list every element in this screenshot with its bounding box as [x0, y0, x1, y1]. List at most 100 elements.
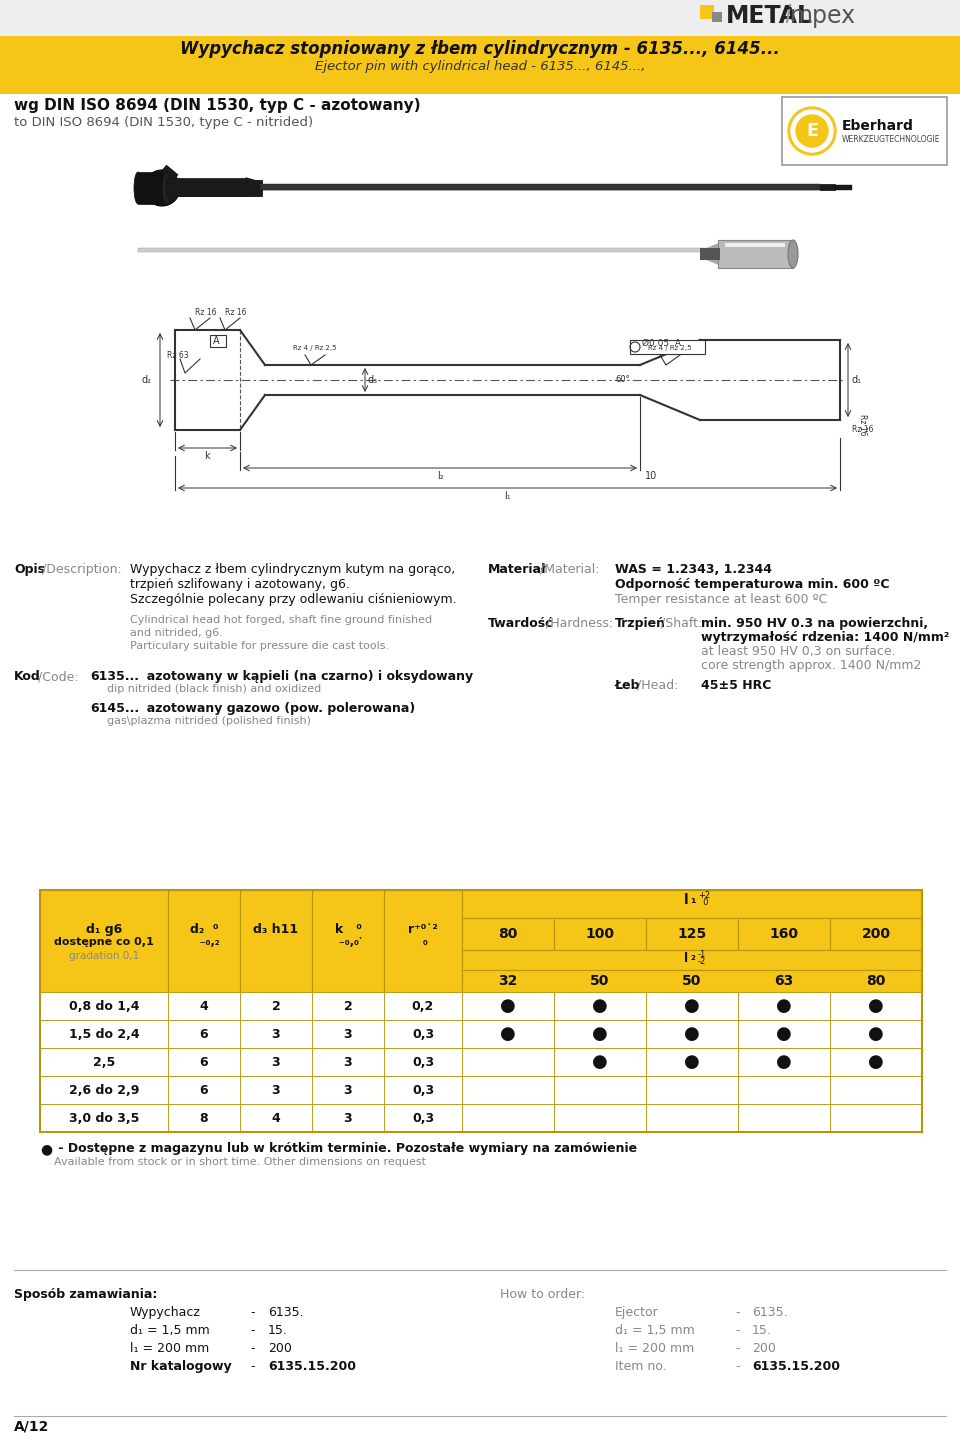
- Bar: [646, 917, 738, 951]
- Text: gas\plazma nitrided (polished finish): gas\plazma nitrided (polished finish): [107, 716, 311, 726]
- Text: trzpień szlifowany i azotowany, g6.: trzpień szlifowany i azotowany, g6.: [130, 578, 349, 591]
- Text: -1: -1: [698, 951, 707, 959]
- Circle shape: [788, 106, 836, 155]
- Text: /Hardness:: /Hardness:: [546, 617, 613, 630]
- Bar: [462, 1104, 554, 1132]
- Text: to DIN ISO 8694 (DIN 1530, type C - nitrided): to DIN ISO 8694 (DIN 1530, type C - nitr…: [14, 116, 313, 129]
- Text: -: -: [250, 1360, 254, 1373]
- Text: ●: ●: [40, 1142, 52, 1156]
- Text: 3: 3: [272, 1028, 280, 1041]
- Bar: [630, 339, 705, 354]
- Bar: [738, 1048, 830, 1076]
- Bar: [830, 1104, 922, 1132]
- Text: 0,2: 0,2: [412, 999, 434, 1012]
- Text: 80: 80: [866, 974, 886, 988]
- Bar: [738, 992, 830, 1020]
- Text: and nitrided, g6.: and nitrided, g6.: [130, 628, 223, 638]
- Ellipse shape: [162, 173, 170, 204]
- Text: d₂: d₂: [142, 375, 152, 385]
- Bar: [462, 992, 554, 1020]
- Text: /Code:: /Code:: [38, 670, 79, 683]
- Text: Eberhard: Eberhard: [842, 119, 914, 132]
- Text: -: -: [250, 1342, 254, 1355]
- Text: 200: 200: [268, 1342, 292, 1355]
- Text: 50: 50: [590, 974, 610, 988]
- Text: WAS = 1.2343, 1.2344: WAS = 1.2343, 1.2344: [615, 564, 772, 577]
- Bar: [738, 1104, 830, 1132]
- Bar: [462, 1020, 554, 1048]
- Text: 10: 10: [645, 472, 658, 480]
- Bar: [0, 0, 960, 36]
- Text: /Material:: /Material:: [540, 564, 599, 577]
- Bar: [0, 93, 960, 174]
- Bar: [168, 1104, 240, 1132]
- Text: azotowany w kąpieli (na czarno) i oksydowany: azotowany w kąpieli (na czarno) i oksydo…: [138, 670, 473, 683]
- Text: /Head:: /Head:: [637, 679, 679, 692]
- Text: min. 950 HV 0.3 na powierzchni,: min. 950 HV 0.3 na powierzchni,: [701, 617, 928, 630]
- Text: Trzpień: Trzpień: [615, 617, 666, 630]
- Text: ●: ●: [868, 997, 884, 1015]
- Text: 6135.: 6135.: [268, 1306, 303, 1319]
- Text: Materiał: Materiał: [488, 564, 547, 577]
- Bar: [168, 992, 240, 1020]
- Bar: [312, 1076, 384, 1104]
- Text: 32: 32: [498, 974, 517, 988]
- Bar: [646, 1048, 738, 1076]
- Text: Particulary suitable for pressure die cast tools.: Particulary suitable for pressure die ca…: [130, 641, 389, 651]
- Text: ₁: ₁: [690, 893, 695, 906]
- Text: 6135.15.200: 6135.15.200: [752, 1360, 840, 1373]
- Bar: [168, 1020, 240, 1048]
- Text: -2: -2: [698, 958, 707, 966]
- Text: gradation 0,1: gradation 0,1: [69, 951, 139, 961]
- Bar: [138, 173, 166, 204]
- Text: 0,3: 0,3: [412, 1083, 434, 1097]
- Text: 2: 2: [272, 999, 280, 1012]
- Text: 200: 200: [752, 1342, 776, 1355]
- Text: WERKZEUGTECHNOLOGIE: WERKZEUGTECHNOLOGIE: [842, 135, 941, 144]
- Text: d₂  ⁰: d₂ ⁰: [190, 923, 218, 936]
- Text: 6: 6: [200, 1028, 208, 1041]
- Text: -: -: [735, 1324, 739, 1337]
- Text: d₃: d₃: [368, 375, 378, 385]
- Text: ●: ●: [500, 1025, 516, 1043]
- Bar: [554, 917, 646, 951]
- Text: 6: 6: [200, 1055, 208, 1068]
- Text: -: -: [250, 1306, 254, 1319]
- Circle shape: [791, 109, 833, 152]
- Text: Ejector pin with cylindrical head - 6135..., 6145...,: Ejector pin with cylindrical head - 6135…: [315, 60, 645, 73]
- Text: ●: ●: [684, 997, 700, 1015]
- Bar: [312, 890, 384, 992]
- Text: METAL: METAL: [726, 4, 813, 27]
- Text: -: -: [735, 1360, 739, 1373]
- Bar: [40, 1104, 168, 1132]
- Bar: [168, 1048, 240, 1076]
- Text: 6: 6: [200, 1083, 208, 1097]
- Text: A/12: A/12: [14, 1419, 49, 1434]
- Text: 15.: 15.: [268, 1324, 288, 1337]
- Text: d₁: d₁: [852, 375, 862, 385]
- Bar: [240, 1076, 312, 1104]
- Text: d₁ = 1,5 mm: d₁ = 1,5 mm: [615, 1324, 695, 1337]
- Bar: [384, 1048, 462, 1076]
- Text: l₁ = 200 mm: l₁ = 200 mm: [130, 1342, 209, 1355]
- Bar: [0, 36, 960, 93]
- Text: Ejector: Ejector: [615, 1306, 659, 1319]
- Text: 0,3: 0,3: [412, 1055, 434, 1068]
- Text: Twardość: Twardość: [488, 617, 554, 630]
- Bar: [384, 1020, 462, 1048]
- Text: dip nitrided (black finish) and oxidized: dip nitrided (black finish) and oxidized: [107, 684, 322, 695]
- Bar: [166, 178, 246, 196]
- Text: 3: 3: [344, 1083, 352, 1097]
- Text: Szczególnie polecany przy odlewaniu ciśnieniowym.: Szczególnie polecany przy odlewaniu ciśn…: [130, 592, 457, 605]
- Bar: [725, 243, 785, 247]
- Bar: [646, 1104, 738, 1132]
- Polygon shape: [246, 178, 260, 196]
- Text: +2: +2: [698, 892, 710, 900]
- Bar: [646, 1020, 738, 1048]
- Bar: [312, 1104, 384, 1132]
- Text: 0: 0: [698, 897, 708, 907]
- Text: -: -: [735, 1306, 739, 1319]
- Text: 6145...: 6145...: [90, 702, 139, 715]
- Text: r⁺⁰˙²: r⁺⁰˙²: [408, 923, 438, 936]
- Text: ●: ●: [592, 997, 608, 1015]
